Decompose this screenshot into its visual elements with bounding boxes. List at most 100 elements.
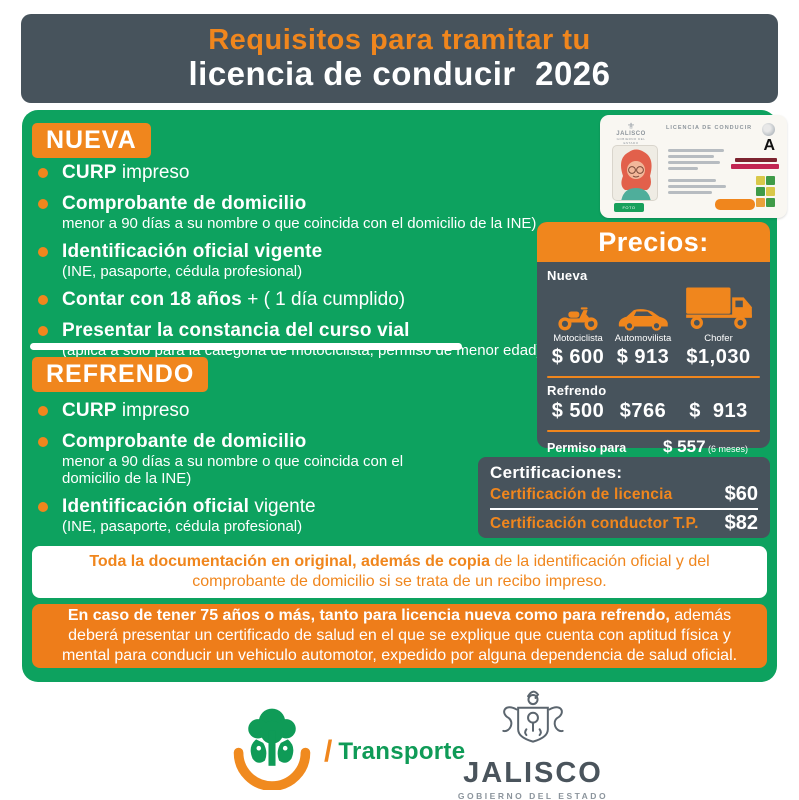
card-category-square — [766, 176, 775, 185]
list-item: Contar con 18 años + ( 1 día cumplido) — [36, 289, 584, 311]
price-motociclista-nueva: $ 600 — [551, 346, 605, 368]
price-automovilista-refrendo: $766 — [619, 400, 667, 422]
item-rest: vigente — [249, 496, 316, 517]
person-portrait-icon — [621, 149, 652, 200]
section-divider — [30, 343, 462, 350]
item-rest: impreso — [116, 162, 190, 183]
truck-icon — [685, 287, 752, 329]
item-sub: (INE, pasaporte, cédula profesional) — [62, 518, 303, 535]
section-nueva-label: Nueva — [547, 268, 588, 283]
card-state-name: JALISCO — [616, 131, 646, 137]
certification-price: $82 — [724, 512, 758, 534]
permiso-price-6m: $ 557 — [663, 437, 706, 456]
item-bold: Comprobante de domicilio — [62, 431, 307, 452]
card-photo-badge: FOTO — [614, 203, 644, 212]
price-chofer-nueva: $1,030 — [686, 346, 751, 368]
refrendo-badge: REFRENDO — [32, 357, 209, 392]
prices-title: Precios: — [598, 226, 709, 257]
bullet-icon — [38, 247, 48, 257]
bullet-icon — [38, 199, 48, 209]
item-bold: Identificación oficial — [62, 496, 250, 517]
notice-bold-text: En caso de tener 75 años o más, tanto pa… — [67, 607, 670, 624]
item-bold: Identificación oficial vigente — [62, 241, 323, 262]
bullet-icon — [38, 326, 48, 336]
card-red-bar — [735, 158, 777, 162]
vehicle-label: Motociclista — [553, 333, 603, 344]
original-docs-notice: Toda la documentación en original, ademá… — [32, 546, 767, 598]
item-bold: Contar con 18 años — [62, 289, 242, 310]
gobierno-subtitle: GOBIERNO DEL ESTADO — [457, 791, 609, 800]
card-seal-icon — [762, 123, 775, 136]
price-automovilista-nueva: $ 913 — [616, 346, 670, 368]
list-item: Identificación oficial vigente (INE, pas… — [36, 241, 584, 280]
nueva-list: CURP impreso Comprobante de domicilio me… — [36, 162, 584, 368]
header-line1: Requisitos para tramitar tu — [208, 24, 591, 56]
header-line2: licencia de conducir 2026 — [188, 55, 611, 92]
orange-divider — [547, 376, 760, 378]
list-item: Comprobante de domicilio menor a 90 días… — [36, 193, 584, 232]
card-photo — [612, 145, 658, 201]
nueva-prices-row: $ 600 $ 913 $1,030 — [547, 346, 760, 369]
notice-bold-text: Toda la documentación en original, ademá… — [89, 553, 490, 570]
poster-header: Requisitos para tramitar tu licencia de … — [21, 14, 778, 103]
nueva-badge: NUEVA — [32, 123, 151, 158]
prices-panel: Precios: Nueva Motociclista — [537, 222, 770, 485]
certification-price: $60 — [724, 483, 758, 505]
bullet-icon — [38, 502, 48, 512]
license-card-illustration: ⚜ JALISCO GOBIERNO DEL ESTADO LICENCIA D… — [600, 115, 787, 218]
vehicle-icons-row: Motociclista Automovilista — [547, 285, 760, 344]
card-text-line — [668, 185, 726, 188]
card-crimson-bar — [731, 164, 779, 169]
list-item: Identificación oficial vigente (INE, pas… — [36, 496, 456, 535]
list-item: Comprobante de domicilio menor a 90 días… — [36, 431, 456, 487]
transporte-tree-icon — [233, 708, 311, 790]
card-category-square — [756, 198, 765, 207]
card-text-line — [668, 161, 720, 164]
jalisco-crest-icon — [502, 690, 564, 743]
slash-separator: / — [324, 735, 333, 768]
notice-rest-text: además deberá presentar un certificado d… — [61, 607, 738, 664]
prices-header: Precios: — [537, 222, 770, 262]
bullet-icon — [38, 437, 48, 447]
certifications-title: Certificaciones: — [490, 463, 623, 482]
jalisco-wordmark: JALISCO — [463, 757, 603, 789]
main-panel: NUEVA CURP impreso Comprobante de domici… — [22, 110, 787, 682]
card-category-square — [766, 187, 775, 196]
certification-row: Certificación de licencia $60 — [490, 483, 758, 506]
card-title: LICENCIA DE CONDUCIR — [666, 125, 753, 131]
list-item: CURP impreso — [36, 400, 456, 422]
car-icon — [618, 309, 668, 331]
price-motociclista-refrendo: $ 500 — [551, 400, 605, 422]
card-text-line — [668, 179, 716, 182]
section-refrendo-label: Refrendo — [547, 383, 607, 398]
bullet-icon — [38, 168, 48, 178]
orange-divider — [547, 430, 760, 432]
mini-crest-icon: ⚜ — [626, 121, 636, 131]
card-text-line — [668, 191, 712, 194]
bullet-icon — [38, 406, 48, 416]
permiso-note-6m: (6 meses) — [705, 444, 749, 454]
transporte-logo: / Transporte — [228, 702, 465, 790]
card-text-line — [668, 167, 698, 170]
vehicle-label: Automovilista — [614, 333, 672, 344]
certification-label: Certificación de licencia — [490, 485, 673, 503]
card-text-line — [668, 149, 724, 152]
card-orange-bar — [715, 199, 755, 210]
list-item: Presentar la constancia del curso vial (… — [36, 320, 584, 359]
certification-row: Certificación conductor T.P. $82 — [490, 512, 758, 535]
transporte-wordmark: Transporte — [338, 738, 466, 765]
vehicle-label: Chofer — [704, 333, 733, 344]
refrendo-prices-row: $ 500 $766 $ 913 — [547, 400, 760, 423]
item-sub: menor a 90 días a su nombre o que coinci… — [62, 453, 404, 487]
motorcycle-icon — [558, 307, 598, 331]
permiso-label-line1: Permiso para — [547, 441, 627, 455]
card-category-square — [766, 198, 775, 207]
bullet-icon — [38, 295, 48, 305]
item-bold: Comprobante de domicilio — [62, 193, 307, 214]
item-bold: CURP — [62, 400, 117, 421]
senior-health-notice: En caso de tener 75 años o más, tanto pa… — [32, 604, 767, 668]
item-sub: (INE, pasaporte, cédula profesional) — [62, 263, 303, 280]
list-item: CURP impreso — [36, 162, 584, 184]
certification-label: Certificación conductor T.P. — [490, 514, 699, 532]
price-chofer-refrendo: $ 913 — [689, 400, 748, 422]
